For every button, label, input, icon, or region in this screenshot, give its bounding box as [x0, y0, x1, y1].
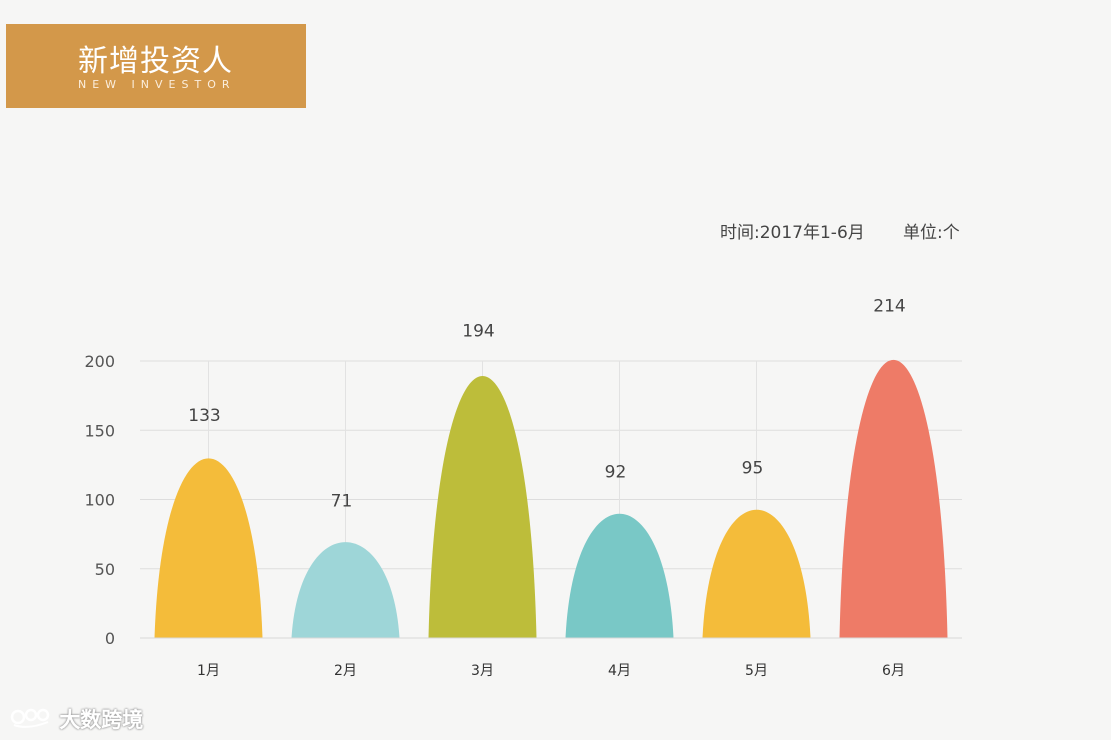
time-range-label: 时间:2017年1-6月 — [720, 223, 865, 243]
bar-arch — [565, 513, 674, 638]
watermark-text: 大数跨境 — [59, 708, 144, 732]
bar-arch — [154, 458, 263, 638]
page-subtitle: NEW INVESTOR — [78, 78, 236, 91]
bar-arch — [839, 359, 948, 638]
y-tick-label: 0 — [105, 629, 115, 648]
dashuju-logo-icon — [10, 705, 52, 737]
x-tick-label: 5月 — [745, 663, 768, 679]
x-tick-label: 1月 — [197, 663, 220, 679]
data-label: 194 — [462, 321, 494, 341]
y-tick-label: 150 — [84, 421, 115, 440]
y-tick-label: 50 — [95, 560, 115, 579]
data-label: 95 — [742, 458, 764, 478]
data-label: 133 — [188, 406, 220, 426]
y-tick-label: 100 — [84, 491, 115, 510]
x-tick-label: 6月 — [882, 663, 905, 679]
x-tick-label: 2月 — [334, 663, 357, 679]
bar-arch — [291, 542, 400, 638]
y-tick-label: 200 — [84, 352, 115, 371]
bar-arch — [702, 509, 811, 638]
data-label: 214 — [873, 297, 905, 317]
unit-label: 单位:个 — [903, 223, 960, 243]
data-label: 71 — [331, 492, 353, 512]
x-tick-label: 4月 — [608, 663, 631, 679]
watermark: 大数跨境 — [10, 704, 143, 736]
title-banner: 新增投资人 NEW INVESTOR — [6, 24, 306, 108]
bar-arch — [428, 376, 537, 638]
data-label: 92 — [605, 463, 627, 483]
page-title: 新增投资人 — [78, 44, 233, 79]
x-tick-label: 3月 — [471, 663, 494, 679]
